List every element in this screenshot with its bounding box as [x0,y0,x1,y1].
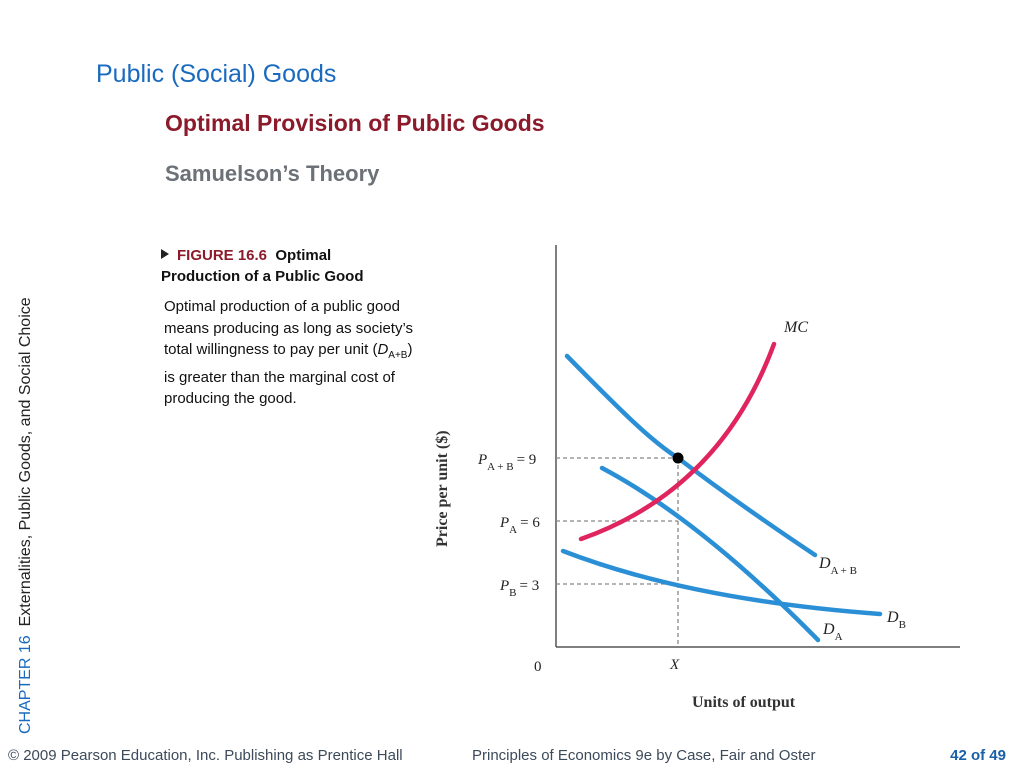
footer-book-title: Principles of Economics 9e by Case, Fair… [472,747,816,764]
curve-d-b [560,548,883,617]
label-d-b: DB [886,609,906,631]
y-axis-label: Price per unit ($) [434,430,451,547]
slide-title: Public (Social) Goods [96,60,337,88]
public-good-chart: MC DA + B DA DB PA + B = 9 PA = 6 PB = 3 0 … [434,245,960,711]
figure-title-part1: Optimal [275,247,332,264]
footer-copyright: © 2009 Pearson Education, Inc. Publishin… [8,747,403,764]
tick-label-p3: PB = 3 [499,578,539,599]
curve-mc [578,341,777,542]
figure-description: Optimal production of a public good mean… [164,298,414,407]
label-d-a: DA [822,621,843,643]
tick-label-p9: PA + B = 9 [477,452,536,473]
equilibrium-point [672,452,684,464]
x-axis-label: Units of output [692,694,796,711]
triangle-bullet-icon [161,249,169,259]
origin-label: 0 [534,659,542,675]
page-indicator: 42 of 49 [950,747,1006,764]
label-mc: MC [783,319,808,336]
label-d-a-plus-b: DA + B [818,555,857,577]
section-heading: Samuelson’s Theory [165,161,380,186]
slide-subtitle: Optimal Provision of Public Goods [165,110,545,136]
figure-caption-heading: FIGURE 16.6 Optimal Production of a Publ… [161,245,411,287]
x-marker-label: X [669,657,680,673]
tick-label-p6: PA = 6 [499,515,540,536]
footer: © 2009 Pearson Education, Inc. Publishin… [0,742,1024,768]
curve-d-a [599,465,821,643]
figure-title-part2: Production of a Public Good [161,268,364,285]
figure-number: FIGURE 16.6 [177,247,268,264]
